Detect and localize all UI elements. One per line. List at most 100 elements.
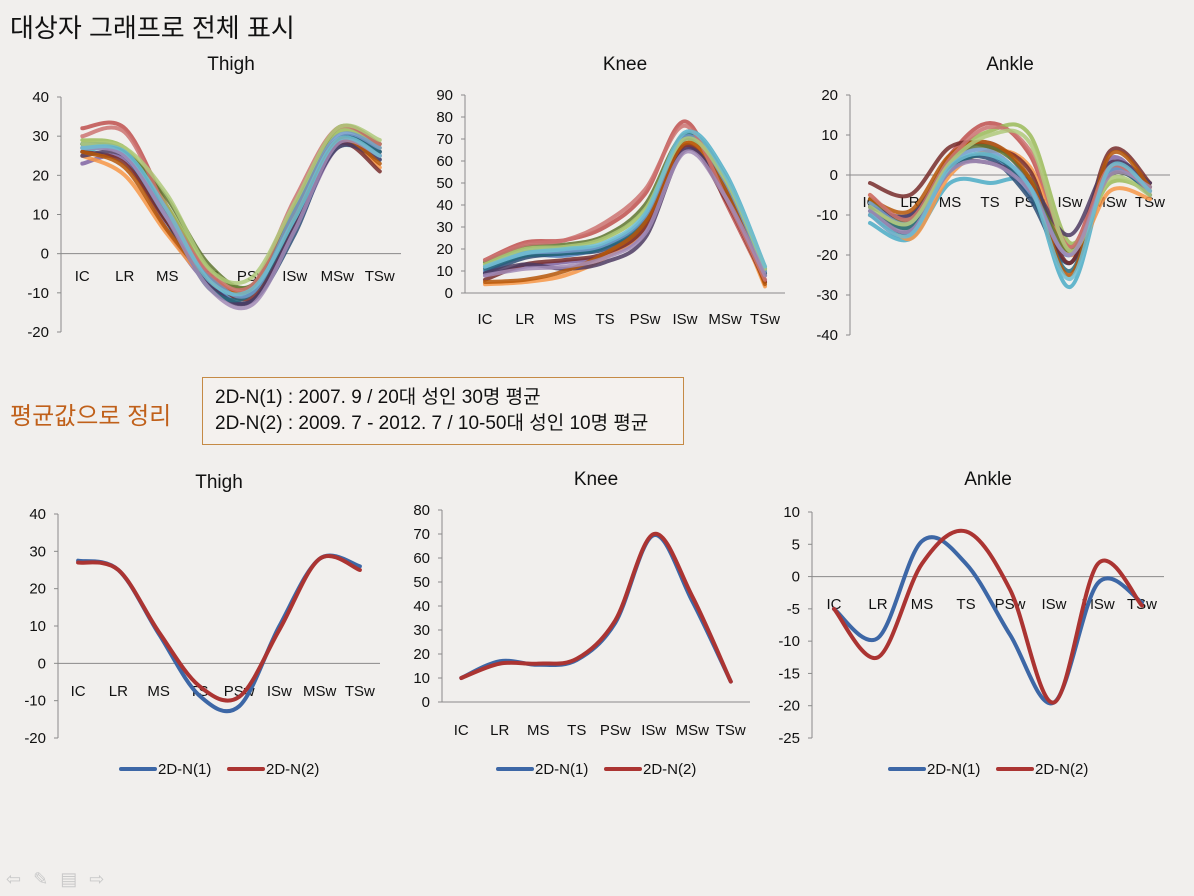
x-tick-label: MS	[554, 311, 577, 328]
x-tick-label: TSw	[750, 311, 780, 328]
y-tick-label: -20	[27, 324, 49, 341]
y-tick-label: 30	[413, 622, 430, 639]
y-tick-label: -10	[816, 207, 838, 224]
x-tick-label: PSw	[995, 596, 1026, 613]
y-tick-label: 50	[413, 574, 430, 591]
x-tick-label: PSw	[600, 722, 631, 739]
legend-label: 2D-N(2)	[266, 761, 319, 778]
y-tick-label: 20	[29, 581, 46, 598]
y-tick-label: -20	[24, 730, 46, 747]
x-tick-label: TSw	[716, 722, 746, 739]
y-tick-label: -10	[24, 693, 46, 710]
y-tick-label: -30	[816, 287, 838, 304]
legend-label: 2D-N(2)	[1035, 761, 1088, 778]
x-tick-label: MSw	[303, 683, 337, 700]
series-line-2D-N(2)	[459, 531, 733, 684]
x-tick-label: MSw	[321, 268, 355, 285]
y-tick-label: 20	[413, 646, 430, 663]
x-tick-label: LR	[515, 311, 534, 328]
y-tick-label: 80	[436, 109, 453, 126]
chart-title: Ankle	[986, 54, 1034, 75]
chart-title: Thigh	[195, 472, 243, 493]
next-arrow-icon[interactable]: ⇨	[89, 869, 105, 889]
y-tick-label: 70	[413, 526, 430, 543]
legend-label: 2D-N(1)	[535, 761, 588, 778]
series-line-subject-12	[868, 139, 1152, 277]
x-tick-label: ISw	[1041, 596, 1066, 613]
section-label: 평균값으로 정리	[10, 403, 172, 430]
y-tick-label: -40	[816, 327, 838, 344]
previous-arrow-icon[interactable]: ⇦	[6, 869, 22, 889]
y-tick-label: 70	[436, 131, 453, 148]
x-tick-label: LR	[109, 683, 128, 700]
x-tick-label: ISw	[282, 268, 307, 285]
series-line-subject-15	[483, 136, 767, 271]
slide-nav: ⇦ ✎ ▤ ⇨	[6, 869, 104, 890]
series-line-2D-N(2)	[832, 528, 1144, 705]
y-tick-label: 0	[422, 694, 430, 711]
x-tick-label: IC	[75, 268, 90, 285]
y-tick-label: -15	[778, 665, 800, 682]
y-tick-label: 10	[783, 504, 800, 521]
y-tick-label: 60	[436, 153, 453, 170]
info-line-2: 2D-N(2) : 2009. 7 - 2012. 7 / 10-50대 성인 …	[215, 413, 649, 434]
legend-label: 2D-N(1)	[927, 761, 980, 778]
x-tick-label: PSw	[630, 311, 661, 328]
x-tick-label: TS	[595, 311, 614, 328]
knee-mean-chart: Knee 0 10 20 30 40 50 60 70 80 IC LR MS TS PSw ISw MSw TS…	[413, 469, 750, 778]
x-tick-label: ISw	[641, 722, 666, 739]
y-tick-label: 30	[29, 543, 46, 560]
info-line-1: 2D-N(1) : 2007. 9 / 20대 성인 30명 평균	[215, 387, 541, 408]
series-line-subject-17	[868, 151, 1152, 281]
x-tick-label: MS	[939, 194, 962, 211]
y-tick-label: 20	[821, 87, 838, 104]
x-tick-label: TS	[567, 722, 586, 739]
y-tick-label: 10	[821, 127, 838, 144]
x-tick-label: LR	[868, 596, 887, 613]
x-tick-label: LR	[490, 722, 509, 739]
y-tick-label: -20	[816, 247, 838, 264]
x-tick-label: IC	[454, 722, 469, 739]
x-tick-label: MSw	[708, 311, 742, 328]
y-tick-label: 30	[436, 219, 453, 236]
x-tick-label: TS	[956, 596, 975, 613]
y-tick-label: -20	[778, 698, 800, 715]
y-tick-label: 10	[32, 207, 49, 224]
series-line-subject-16	[483, 149, 767, 278]
x-tick-label: ISw	[267, 683, 292, 700]
y-tick-label: 40	[413, 598, 430, 615]
menu-icon[interactable]: ▤	[60, 869, 78, 889]
series-line-2D-N(1)	[459, 533, 733, 684]
x-tick-label: TSw	[1135, 194, 1165, 211]
y-tick-label: 10	[436, 263, 453, 280]
legend-label: 2D-N(2)	[643, 761, 696, 778]
y-tick-label: 40	[32, 89, 49, 106]
legend-label: 2D-N(1)	[158, 761, 211, 778]
x-tick-label: TSw	[345, 683, 375, 700]
x-tick-label: MS	[911, 596, 934, 613]
x-tick-label: ISw	[672, 311, 697, 328]
x-tick-label: IC	[478, 311, 493, 328]
x-tick-label: LR	[115, 268, 134, 285]
y-tick-label: 0	[38, 655, 46, 672]
y-tick-label: 30	[32, 128, 49, 145]
chart-title: Knee	[574, 469, 618, 490]
y-tick-label: 20	[32, 167, 49, 184]
x-tick-label: MS	[147, 683, 170, 700]
dataset-info-box: 2D-N(1) : 2007. 9 / 20대 성인 30명 평균 2D-N(2…	[202, 377, 684, 445]
y-tick-label: 40	[29, 506, 46, 523]
x-tick-label: TSw	[365, 268, 395, 285]
y-tick-label: 0	[830, 167, 838, 184]
pen-icon[interactable]: ✎	[33, 869, 49, 889]
series-line-subject-17	[483, 129, 767, 269]
y-tick-label: 5	[792, 536, 800, 553]
series-line-2D-N(2)	[76, 554, 362, 703]
x-tick-label: IC	[71, 683, 86, 700]
x-tick-label: MSw	[676, 722, 710, 739]
y-tick-label: -10	[778, 633, 800, 650]
series-line-subject-15	[80, 123, 382, 286]
series-line-2D-N(1)	[832, 535, 1144, 706]
x-tick-label: MS	[527, 722, 550, 739]
